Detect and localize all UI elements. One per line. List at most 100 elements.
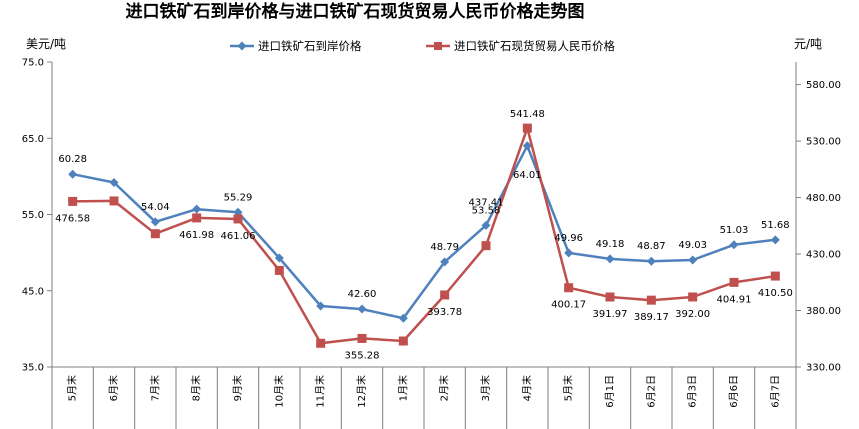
data-point [274,253,284,263]
data-point [646,295,656,305]
data-label: 53.58 [472,205,501,216]
series-layer [68,123,780,348]
data-point [605,254,615,264]
data-point [646,256,656,266]
legend: 进口铁矿石到岸价格 进口铁矿石现货贸易人民币价格 [230,39,615,53]
data-label: 410.50 [758,288,793,299]
x-tick-label: 3月末 [479,375,492,401]
data-label: 461.98 [179,230,214,241]
data-label: 64.01 [513,170,542,181]
x-tick-label: 6月2日 [645,375,657,408]
data-point [564,248,574,258]
data-label: 541.48 [510,109,545,120]
x-tick-label: 12月末 [355,375,368,408]
data-label: 404.91 [717,294,752,305]
data-point [192,204,202,214]
x-tick-label: 8月末 [190,375,203,401]
x-tick-label: 6月1日 [604,375,616,408]
right-tick-label: 580.00 [806,80,841,91]
data-label: 393.78 [427,307,462,318]
data-label: 49.03 [678,240,707,251]
data-label: 461.06 [221,231,256,242]
right-axis-unit: 元/吨 [794,37,822,51]
data-label: 437.41 [469,198,504,209]
x-tick-label: 9月末 [231,375,244,401]
data-point [481,241,491,251]
data-label: 476.58 [55,213,90,224]
data-point [688,255,698,265]
legend-label: 进口铁矿石到岸价格 [258,39,362,53]
data-point [150,217,160,227]
data-point [440,257,450,267]
data-point [150,229,160,239]
data-point [357,304,367,314]
x-tick-label: 5月末 [66,375,79,401]
data-point [770,235,780,245]
data-label: 391.97 [593,309,628,320]
data-point [440,290,450,300]
data-point [109,177,119,187]
x-tick-label: 4月末 [520,375,533,401]
data-point [481,220,491,230]
data-label: 49.96 [554,233,583,244]
data-point [688,292,698,302]
left-tick-label: 35.0 [22,363,44,374]
data-label: 54.04 [141,202,170,213]
x-tick-label: 5月末 [562,375,575,401]
data-point [68,169,78,179]
data-point [316,301,326,311]
data-label: 51.68 [761,220,790,231]
x-tick-label: 6月末 [107,375,120,401]
data-point [398,336,408,346]
data-label: 42.60 [348,289,377,300]
data-label: 392.00 [675,309,710,320]
data-point [729,240,739,250]
series-line [72,144,776,320]
data-point [109,196,119,206]
left-tick-label: 75.0 [22,58,44,69]
x-tick-label: 1月末 [396,375,409,401]
legend-marker [237,41,247,51]
right-tick-label: 330.00 [806,363,841,374]
right-tick-label: 380.00 [806,306,841,317]
left-axis-unit: 美元/吨 [26,37,66,51]
legend-marker [434,42,442,50]
x-tick-label: 6月3日 [687,375,699,408]
data-point [274,265,284,275]
x-tick-label: 10月末 [272,375,285,408]
x-tick-label: 6月6日 [728,375,740,408]
data-point [316,338,326,348]
x-tick-label: 11月末 [314,375,327,408]
series-line [72,126,776,345]
data-point [522,123,532,133]
x-tick-label: 2月末 [438,375,451,401]
data-point [770,271,780,281]
left-tick-label: 65.0 [22,134,44,145]
right-tick-label: 530.00 [806,137,841,148]
data-label: 400.17 [551,300,586,311]
data-point [398,313,408,323]
data-label: 48.87 [637,241,666,252]
data-label: 48.79 [430,242,459,253]
data-label: 55.29 [224,192,253,203]
right-tick-label: 480.00 [806,193,841,204]
x-tick-label: 7月末 [148,375,161,401]
data-point [522,141,532,151]
left-tick-label: 55.0 [22,210,44,221]
data-label: 355.28 [345,350,380,361]
legend-label: 进口铁矿石现货贸易人民币价格 [454,39,615,53]
data-labels: 60.28 54.04 55.29 42.60 48.79 53.58 64.01 49.96… [55,109,793,361]
data-label: 389.17 [634,312,669,323]
data-point [192,213,202,223]
data-point [605,292,615,302]
data-point [68,196,78,206]
data-point [564,283,574,293]
axes: 35.0 45.0 55.0 65.0 75.0 330.00 380.00 430.00 48… [22,58,841,429]
data-label: 51.03 [720,225,749,236]
data-label: 49.18 [596,239,625,250]
data-point [729,277,739,287]
left-tick-label: 45.0 [22,286,44,297]
x-tick-label: 6月7日 [769,375,781,408]
